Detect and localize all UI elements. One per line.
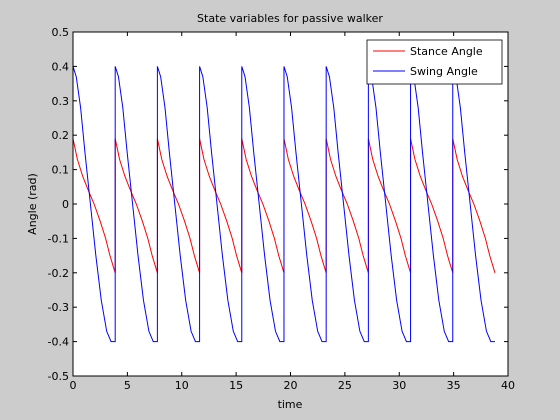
legend-label-swing: Swing Angle [410, 65, 478, 78]
chart-title: State variables for passive walker [197, 12, 383, 25]
x-tick-label: 25 [338, 379, 352, 392]
y-tick-label: -0.1 [48, 232, 69, 245]
y-tick-label: -0.2 [48, 267, 69, 280]
legend-box [366, 39, 503, 85]
y-tick-label: 0.3 [52, 95, 70, 108]
x-tick-label: 35 [447, 379, 461, 392]
y-tick-label: -0.5 [48, 370, 69, 383]
series-layer [72, 66, 496, 343]
axes-background [73, 32, 508, 376]
x-tick-label: 10 [175, 379, 189, 392]
x-tick-label: 0 [70, 379, 77, 392]
legend: Stance Angle Swing Angle [366, 39, 503, 85]
x-tick-label: 40 [501, 379, 515, 392]
y-tick-label: 0.2 [52, 129, 70, 142]
y-tick-label: -0.4 [48, 336, 69, 349]
legend-label-stance: Stance Angle [410, 45, 483, 58]
y-tick-label: 0 [62, 198, 69, 211]
y-axis-label: Angle (rad) [26, 173, 39, 235]
plot-area [72, 66, 496, 343]
x-axis-label: time [278, 398, 303, 411]
y-tick-label: 0.1 [52, 164, 70, 177]
tick-layer: 0 5 10 15 20 25 30 35 40 -0.5 -0.4 -0.3 -0.2 -0.1 0 0.1… [48, 26, 515, 392]
y-tick-label: -0.3 [48, 301, 69, 314]
y-tick-label: 0.5 [52, 26, 70, 39]
axes-frame [72, 31, 509, 377]
x-tick-label: 20 [284, 379, 298, 392]
x-tick-label: 30 [392, 379, 406, 392]
y-tick-label: 0.4 [52, 60, 70, 73]
x-tick-label: 5 [124, 379, 131, 392]
series-line-swing [72, 66, 495, 343]
x-tick-label: 15 [229, 379, 243, 392]
